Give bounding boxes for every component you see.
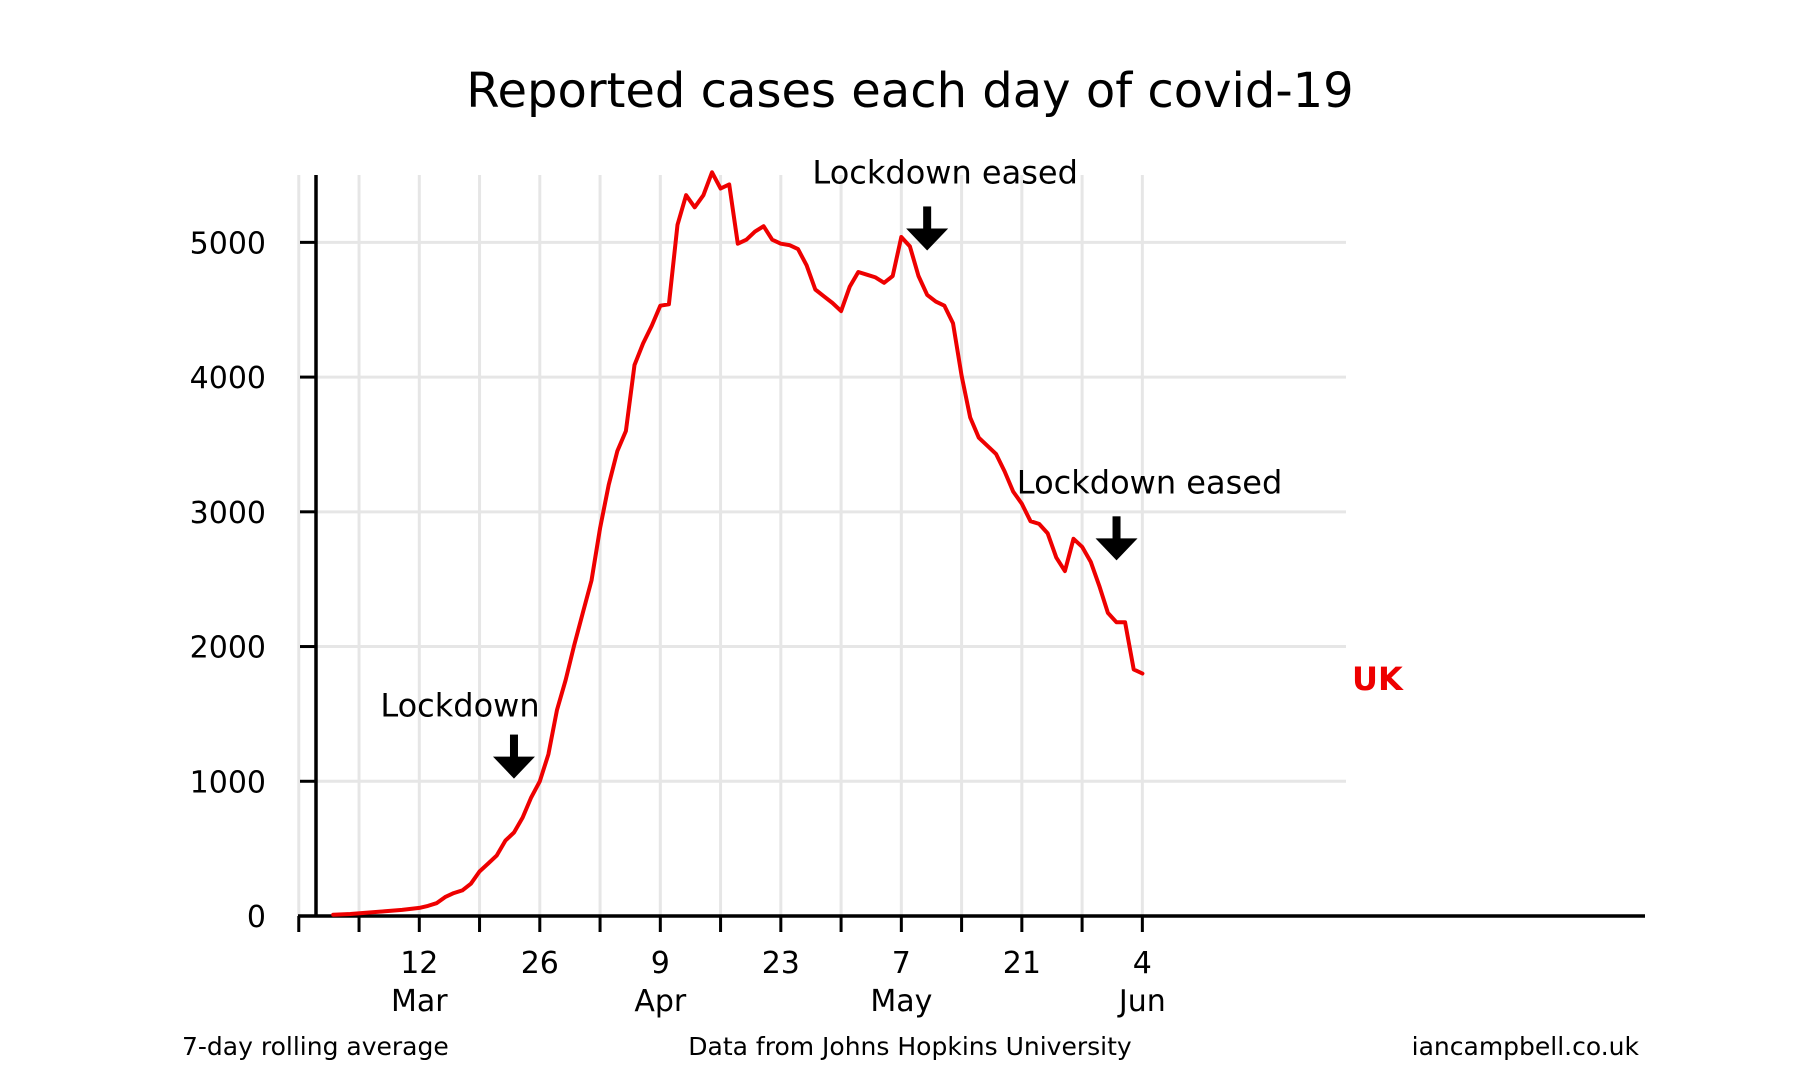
x-tick-label-month: May <box>870 984 932 1019</box>
chart-title: Reported cases each day of covid-19 <box>466 63 1353 119</box>
arrow-down-icon <box>923 206 932 233</box>
annotation-3: Lockdown eased <box>1017 463 1282 561</box>
x-tick-label-day: 7 <box>892 946 911 981</box>
y-axis-ticks: 0 1000 2000 3000 4000 5000 <box>190 226 316 935</box>
x-tick-label-day: 12 <box>400 946 438 981</box>
x-tick-label-day: 4 <box>1133 946 1152 981</box>
x-tick-label-day: 23 <box>762 946 800 981</box>
y-tick-label: 2000 <box>190 631 266 666</box>
axes <box>298 175 1645 918</box>
footer-right: iancampbell.co.uk <box>1412 1032 1640 1061</box>
footer-center: Data from Johns Hopkins University <box>688 1032 1132 1061</box>
arrow-head <box>492 756 535 779</box>
series-line-uk <box>331 170 1145 917</box>
arrow-head <box>906 228 949 251</box>
annotation-2: Lockdown eased <box>812 153 1078 251</box>
arrow-down-icon <box>509 734 518 761</box>
grid-lines <box>297 175 1346 916</box>
footer-left: 7-day rolling average <box>182 1032 449 1061</box>
series-label-uk: UK <box>1352 660 1404 698</box>
annotation-label: Lockdown <box>380 687 539 725</box>
annotation-1: Lockdown <box>380 687 540 779</box>
x-tick-label-day: 9 <box>651 946 670 981</box>
y-tick-label: 4000 <box>190 361 266 396</box>
annotations: Lockdown Lockdown eased Lockdown eased <box>380 153 1282 779</box>
arrow-down-icon <box>1112 516 1121 543</box>
series-layer <box>331 170 1145 917</box>
y-tick-label: 0 <box>247 900 266 935</box>
annotation-label: Lockdown eased <box>812 153 1077 191</box>
x-tick-label-month: Mar <box>391 984 448 1019</box>
x-tick-label-day: 21 <box>1003 946 1041 981</box>
arrow-head <box>1095 538 1138 561</box>
y-tick-label: 1000 <box>190 765 266 800</box>
x-tick-label-month: Apr <box>634 984 687 1019</box>
y-tick-label: 3000 <box>190 496 266 531</box>
y-tick-label: 5000 <box>190 226 266 261</box>
annotation-label: Lockdown eased <box>1017 463 1282 501</box>
x-tick-label-day: 26 <box>521 946 559 981</box>
x-tick-label-month: Jun <box>1117 984 1166 1019</box>
